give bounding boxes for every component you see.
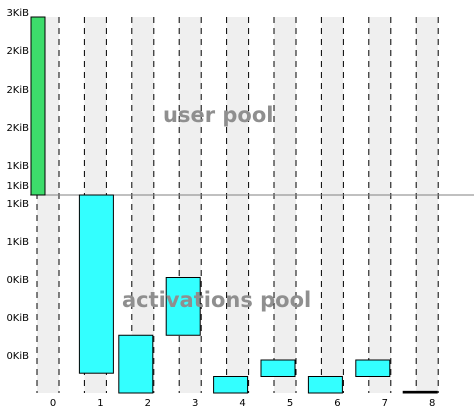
activations-pool-bar	[402, 390, 438, 394]
activations-pool-label: activations pool	[122, 288, 311, 312]
column-bg	[131, 17, 154, 393]
x-tick-label: 5	[287, 398, 293, 409]
activations-pool-bar	[118, 334, 154, 394]
x-tick-label: 6	[334, 398, 340, 409]
activations-pool-bar	[355, 359, 391, 377]
y-tick-label: 3KiB	[6, 8, 29, 19]
y-tick-label: 1KiB	[6, 199, 29, 210]
column-bg	[321, 17, 344, 393]
x-tick-label: 0	[50, 398, 56, 409]
y-tick-label: 0KiB	[6, 275, 29, 286]
activations-pool-bar	[165, 277, 201, 336]
column-bg	[179, 17, 202, 393]
activations-pool-bar	[307, 376, 343, 394]
y-tick-label: 0KiB	[6, 313, 29, 324]
y-tick-label: 1KiB	[6, 181, 29, 192]
y-tick-label: 1KiB	[6, 161, 29, 172]
bars	[30, 16, 438, 394]
y-tick-label: 2KiB	[6, 123, 29, 134]
y-tick-label: 1KiB	[6, 237, 29, 248]
y-tick-label: 2KiB	[6, 46, 29, 57]
column-bg	[368, 17, 391, 393]
activations-pool-bar	[78, 194, 114, 374]
activations-pool-bar	[213, 376, 249, 394]
user-pool-bar	[30, 16, 46, 196]
x-tick-label: 4	[239, 398, 245, 409]
column-backgrounds	[37, 17, 439, 393]
x-tick-label: 7	[382, 398, 388, 409]
x-tick-label: 8	[429, 398, 435, 409]
x-tick-label: 1	[97, 398, 103, 409]
column-bg	[274, 17, 296, 393]
y-tick-label: 0KiB	[6, 351, 29, 362]
x-tick-label: 2	[145, 398, 151, 409]
y-tick-label: 2KiB	[6, 85, 29, 96]
x-tick-label: 3	[192, 398, 198, 409]
column-bg	[416, 17, 439, 393]
activations-pool-bar	[260, 359, 296, 377]
x-tick-labels: 0 1 2 3 4 5 6 7 8	[50, 398, 436, 409]
column-bg	[226, 17, 249, 393]
y-tick-labels: 3KiB 2KiB 2KiB 2KiB 1KiB 1KiB 1KiB 1KiB 0KiB 0KiB…	[6, 8, 29, 362]
user-pool-label: user pool	[163, 103, 273, 127]
